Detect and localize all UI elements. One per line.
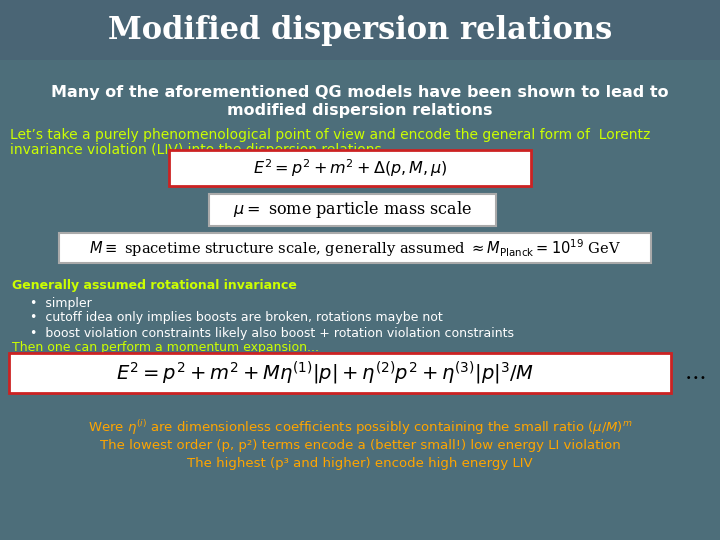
FancyBboxPatch shape [59, 233, 651, 263]
Text: invariance violation (LIV) into the dispersion relations: invariance violation (LIV) into the disp… [10, 143, 382, 157]
Text: $E^2 = p^2 + m^2 + M\eta^{(1)}|p| + \eta^{(2)}p^2 + \eta^{(3)}|p|^3/M$: $E^2 = p^2 + m^2 + M\eta^{(1)}|p| + \eta… [116, 360, 534, 387]
Text: The highest (p³ and higher) encode high energy LIV: The highest (p³ and higher) encode high … [187, 457, 533, 470]
Text: Modified dispersion relations: Modified dispersion relations [108, 15, 612, 45]
Text: •  cutoff idea only implies boosts are broken, rotations maybe not: • cutoff idea only implies boosts are br… [30, 312, 443, 325]
Text: •  boost violation constraints likely also boost + rotation violation constraint: • boost violation constraints likely als… [30, 327, 514, 340]
Text: Were $\eta^{(i)}$ are dimensionless coefficients possibly containing the small r: Were $\eta^{(i)}$ are dimensionless coef… [88, 418, 632, 437]
Text: Let’s take a purely phenomenological point of view and encode the general form o: Let’s take a purely phenomenological poi… [10, 128, 650, 142]
Text: modified dispersion relations: modified dispersion relations [228, 103, 492, 118]
FancyBboxPatch shape [169, 150, 531, 186]
Text: $\mu =$ some particle mass scale: $\mu =$ some particle mass scale [233, 199, 472, 220]
Text: Many of the aforementioned QG models have been shown to lead to: Many of the aforementioned QG models hav… [51, 84, 669, 99]
Text: ...: ... [678, 362, 706, 384]
Text: The lowest order (p, p²) terms encode a (better small!) low energy LI violation: The lowest order (p, p²) terms encode a … [99, 440, 621, 453]
Text: •  simpler: • simpler [30, 296, 91, 309]
Text: Then one can perform a momentum expansion...: Then one can perform a momentum expansio… [12, 341, 319, 354]
Text: $E^2 = p^2 + m^2 + \Delta(p,M,\mu)$: $E^2 = p^2 + m^2 + \Delta(p,M,\mu)$ [253, 157, 447, 179]
FancyBboxPatch shape [9, 353, 671, 393]
Bar [0, 0, 720, 60]
FancyBboxPatch shape [209, 194, 496, 226]
Text: $M \equiv$ spacetime structure scale, generally assumed $\approx M_{\mathrm{Plan: $M \equiv$ spacetime structure scale, ge… [89, 237, 621, 259]
Text: Generally assumed rotational invariance: Generally assumed rotational invariance [12, 279, 297, 292]
